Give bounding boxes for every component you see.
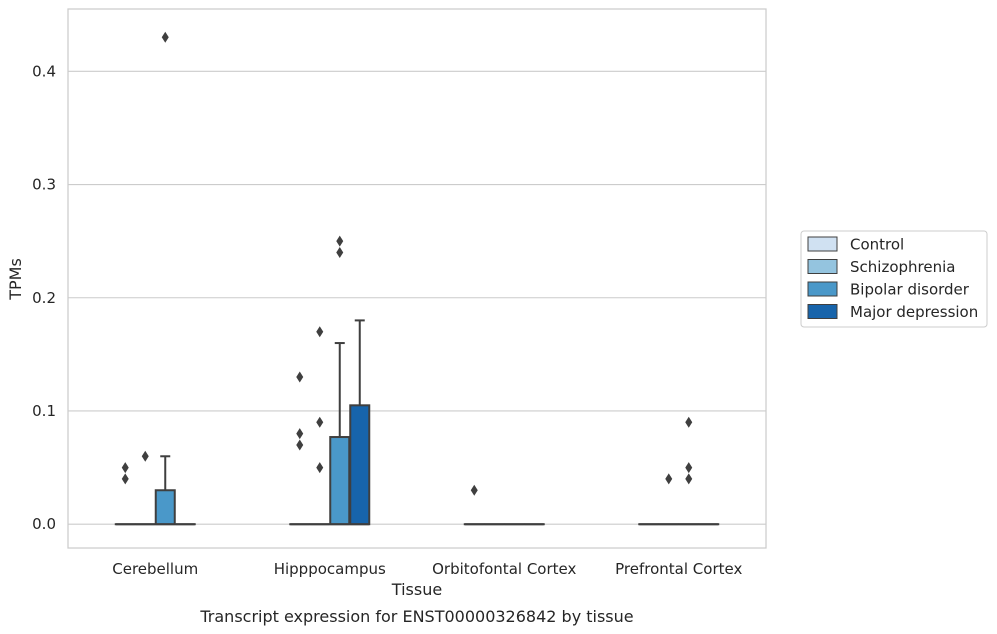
- legend-swatch: [807, 304, 838, 319]
- y-tick-label: 0.4: [32, 62, 56, 80]
- box-3-1: [349, 319, 371, 526]
- box-2-1: [329, 235, 351, 526]
- outlier-point: [316, 416, 324, 428]
- outlier-point: [141, 450, 149, 462]
- chart-caption: Transcript expression for ENST0000032684…: [199, 607, 633, 626]
- box-marks: [114, 31, 720, 526]
- plot-frame: [67, 8, 767, 549]
- y-tick-label: 0.2: [32, 289, 56, 307]
- box-0-0: [114, 462, 136, 526]
- outlier-point: [336, 235, 344, 247]
- outlier-point: [161, 31, 169, 43]
- legend-label: Bipolar disorder: [850, 281, 970, 299]
- x-tick-labels: Cerebellum Hipppocampus Orbitofontal Corte…: [112, 560, 742, 578]
- x-tick-label: Prefrontal Cortex: [615, 560, 742, 578]
- y-axis-label: TPMs: [6, 258, 25, 301]
- legend-swatch: [807, 259, 838, 274]
- y-tick-labels: 0.0 0.1 0.2 0.3 0.4: [32, 62, 56, 533]
- outlier-point: [685, 416, 693, 428]
- legend-item: Major depression: [807, 303, 978, 321]
- y-tick-label: 0.3: [32, 176, 56, 194]
- outlier-point: [336, 246, 344, 258]
- box-2-3: [678, 416, 700, 526]
- legend-swatch: [807, 236, 838, 252]
- outlier-point: [296, 371, 304, 383]
- legend-label: Control: [850, 236, 904, 254]
- outlier-point: [665, 473, 673, 485]
- box-body: [154, 489, 176, 526]
- box-body: [349, 404, 371, 526]
- legend-item: Bipolar disorder: [807, 281, 970, 299]
- legend: Control Schizophrenia Bipolar disorder Majo…: [800, 230, 988, 328]
- box-2-0: [154, 31, 176, 526]
- y-tick-label: 0.1: [32, 402, 56, 420]
- legend-frame: [800, 230, 988, 328]
- plot-background: [68, 9, 766, 548]
- box-body: [329, 436, 351, 526]
- x-tick-label: Hipppocampus: [274, 560, 386, 578]
- outlier-point: [296, 428, 304, 440]
- y-tick-label: 0.0: [32, 515, 56, 533]
- legend-item: Control: [807, 236, 904, 254]
- x-axis-label: Tissue: [391, 580, 442, 599]
- legend-label: Schizophrenia: [850, 258, 955, 276]
- legend-item: Schizophrenia: [807, 258, 955, 276]
- x-tick-label: Orbitofontal Cortex: [432, 560, 576, 578]
- outlier-point: [121, 462, 129, 474]
- x-tick-label: Cerebellum: [112, 560, 198, 578]
- box-1-1: [309, 326, 331, 526]
- legend-swatch: [807, 281, 838, 297]
- outlier-point: [470, 484, 478, 496]
- outlier-point: [121, 473, 129, 485]
- legend-label: Major depression: [850, 303, 978, 321]
- outlier-point: [296, 439, 304, 451]
- outlier-point: [685, 473, 693, 485]
- outlier-point: [685, 462, 693, 474]
- outlier-point: [316, 326, 324, 338]
- outlier-point: [316, 462, 324, 474]
